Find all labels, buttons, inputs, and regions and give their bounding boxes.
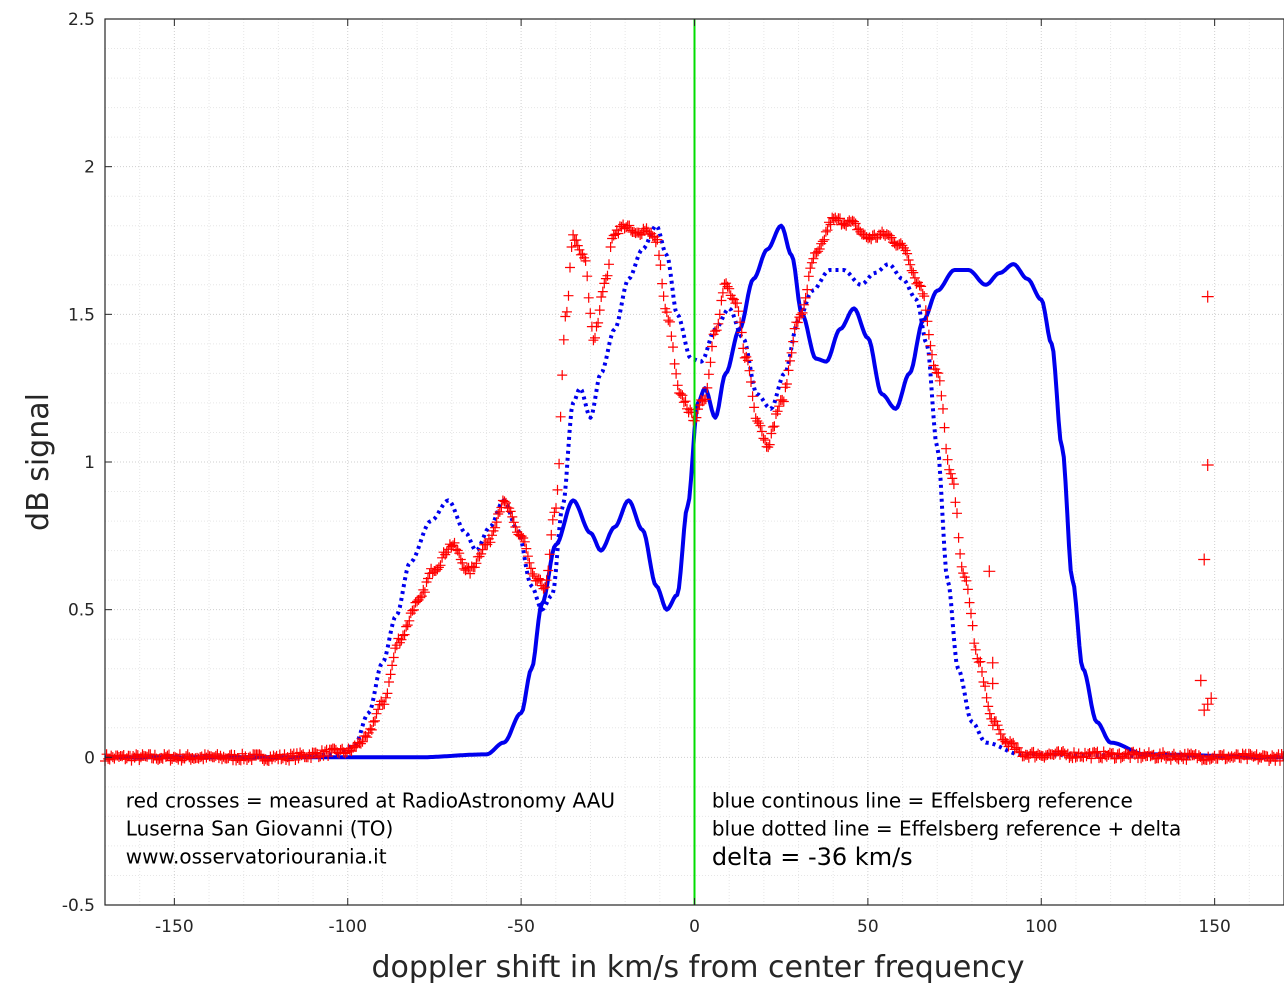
y-tick-label: 0.5	[68, 601, 95, 621]
x-tick-label: 150	[1198, 917, 1230, 937]
y-tick-label: 1	[84, 453, 95, 473]
measured-outliers	[983, 290, 1218, 717]
x-tick-label: 0	[689, 917, 700, 937]
annotation-a1: red crosses = measured at RadioAstronomy…	[126, 789, 615, 813]
annotation-a3: www.osservatoriourania.it	[126, 845, 387, 869]
x-tick-label: -150	[155, 917, 194, 937]
x-tick-label: -50	[507, 917, 535, 937]
y-tick-label: 0	[84, 748, 95, 768]
ticks-layer: -150 -100 -50 0 50 100 150 -0.5 0 0.5 1 1.5 2 2.5	[62, 10, 1231, 937]
y-axis-label: dB signal	[21, 393, 56, 531]
annotation-a5: blue dotted line = Effelsberg reference …	[712, 817, 1181, 841]
y-tick-label: -0.5	[62, 896, 95, 916]
y-tick-label: 1.5	[68, 305, 95, 325]
annotations-layer: red crosses = measured at RadioAstronomy…	[126, 789, 1181, 872]
x-tick-label: 100	[1025, 917, 1057, 937]
x-tick-label: 50	[857, 917, 879, 937]
y-tick-label: 2	[84, 158, 95, 178]
y-tick-label: 2.5	[68, 10, 95, 30]
annotation-a2: Luserna San Giovanni (TO)	[126, 817, 394, 841]
x-tick-label: -100	[328, 917, 367, 937]
annotation-a6: delta = -36 km/s	[712, 843, 913, 871]
x-axis-label: doppler shift in km/s from center freque…	[371, 950, 1024, 983]
annotation-a4: blue continous line = Effelsberg referen…	[712, 789, 1133, 813]
